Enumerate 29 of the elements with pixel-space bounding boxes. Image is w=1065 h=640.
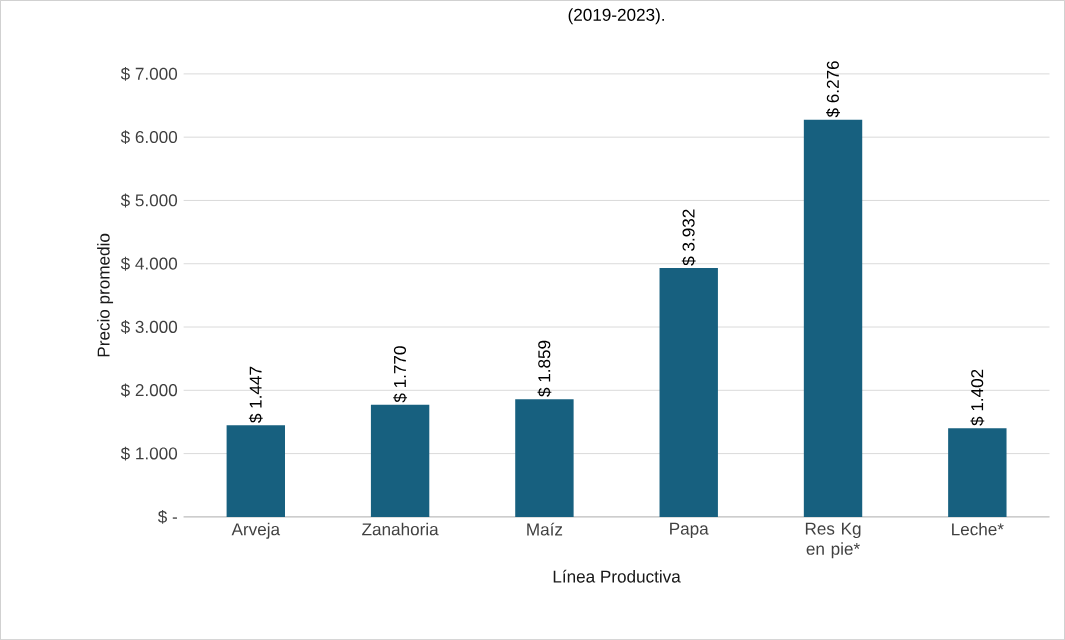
bar: [370, 404, 430, 517]
x-tick-label: Papa: [670, 522, 709, 539]
y-axis-title: Precio promedio: [97, 233, 114, 357]
bar: [226, 425, 285, 517]
bar: [948, 428, 1007, 517]
data-label: $ 1.859: [537, 340, 552, 397]
x-tick-label: Leche*: [952, 522, 1004, 536]
bar: [515, 399, 574, 517]
data-label: $ 3.932: [681, 209, 696, 266]
data-label: $ 1.402: [970, 369, 985, 426]
data-label: $ 1.770: [393, 346, 408, 403]
y-tick-label: $ 6.000: [120, 130, 178, 145]
y-tick-label: $ 3.000: [120, 320, 178, 334]
bar: [659, 268, 718, 517]
y-tick-label: $ 5.000: [120, 193, 178, 208]
y-tick-label: $ -: [157, 509, 177, 524]
x-tick-label: Zanahoria: [362, 522, 439, 536]
y-tick-label: $ 4.000: [120, 256, 178, 271]
x-tick-label: Maíz: [527, 522, 563, 536]
x-tick-label: Res Kg en pie*: [805, 522, 861, 559]
x-tick-label: Arveja: [231, 522, 281, 539]
bar: [803, 119, 863, 517]
y-tick-label: $ 1.000: [120, 446, 178, 461]
chart-title: (2019-2023).: [568, 8, 664, 25]
y-tick-label: $ 7.000: [120, 66, 178, 81]
x-axis-title: Línea Productiva: [553, 569, 681, 583]
y-tick-label: $ 2.000: [120, 383, 178, 398]
data-label: $ 1.447: [248, 366, 263, 423]
data-label: $ 6.276: [826, 61, 840, 118]
